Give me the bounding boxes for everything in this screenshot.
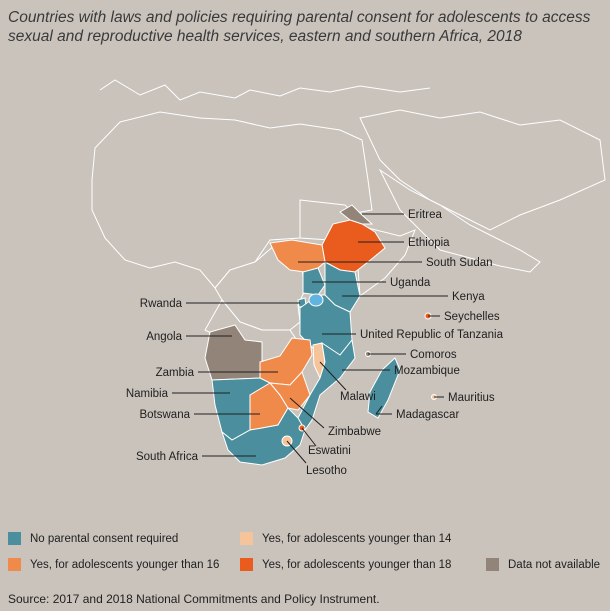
source-note: Source: 2017 and 2018 National Commitmen… [8, 592, 380, 606]
label-eritrea: Eritrea [408, 209, 442, 221]
label-zimbabwe: Zimbabwe [328, 426, 381, 438]
country-labels: Eritrea Ethiopia South Sudan Uganda Keny… [126, 209, 504, 477]
label-south-sudan: South Sudan [426, 257, 493, 269]
lake-victoria [308, 293, 324, 307]
legend-item-na: Data not available [486, 558, 600, 571]
label-south-africa: South Africa [136, 451, 199, 463]
mozambique-shape [297, 338, 356, 431]
legend-swatch-under18 [240, 558, 253, 571]
label-namibia: Namibia [126, 388, 169, 400]
label-madagascar: Madagascar [396, 409, 459, 421]
legend-swatch-under14 [240, 532, 253, 545]
south-africa-shape [220, 407, 306, 466]
legend-item-under14: Yes, for adolescents younger than 14 [240, 532, 451, 545]
label-botswana: Botswana [139, 409, 190, 421]
label-mozambique: Mozambique [394, 365, 460, 377]
label-kenya: Kenya [452, 291, 485, 303]
label-mauritius: Mauritius [448, 392, 495, 404]
label-angola: Angola [146, 331, 182, 343]
middle-east-land [359, 109, 606, 231]
legend-label-under16: Yes, for adolescents younger than 16 [30, 558, 220, 571]
label-zambia: Zambia [156, 367, 195, 379]
legend-item-under18: Yes, for adolescents younger than 18 [240, 558, 451, 571]
africa-map: Eritrea Ethiopia South Sudan Uganda Keny… [91, 79, 606, 477]
highlighted-countries [204, 204, 437, 466]
legend-item-none: No parental consent required [8, 532, 178, 545]
label-ethiopia: Ethiopia [408, 237, 450, 249]
label-uganda: Uganda [390, 277, 431, 289]
legend-label-na: Data not available [508, 558, 601, 571]
legend-item-under16: Yes, for adolescents younger than 16 [8, 558, 219, 571]
label-malawi: Malawi [340, 391, 376, 403]
zimbabwe-shape [268, 371, 311, 411]
map-title: Countries with laws and policies requiri… [8, 9, 591, 45]
madagascar-shape [367, 357, 401, 419]
legend-swatch-under16 [8, 558, 21, 571]
label-comoros: Comoros [410, 349, 457, 361]
legend-swatch-none [8, 532, 21, 545]
europe-outline [99, 79, 431, 101]
label-lesotho: Lesotho [306, 465, 347, 477]
legend-label-under18: Yes, for adolescents younger than 18 [262, 558, 452, 571]
leader-lines [172, 213, 448, 464]
label-rwanda: Rwanda [140, 298, 183, 310]
label-seychelles: Seychelles [444, 311, 500, 323]
label-tanzania: United Republic of Tanzania [360, 329, 504, 341]
arabian-peninsula [378, 168, 541, 273]
legend-label-under14: Yes, for adolescents younger than 14 [262, 532, 452, 545]
label-eswatini: Eswatini [308, 445, 351, 457]
legend-swatch-na [486, 558, 499, 571]
legend-label-none: No parental consent required [30, 532, 179, 545]
